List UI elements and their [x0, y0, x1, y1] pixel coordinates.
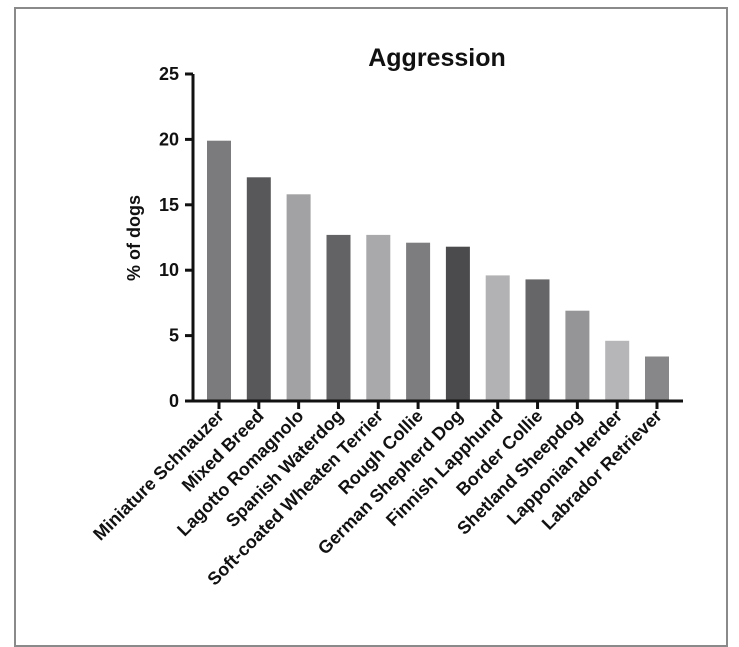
bar-border-collie: [525, 279, 550, 401]
y-ticks-group: 0 5 10 15 20 25: [159, 64, 193, 411]
bar-lagotto-romagnolo: [286, 194, 311, 401]
bar-lapponian-herder: [605, 340, 630, 401]
y-tick-label: 20: [159, 129, 179, 149]
y-tick-label: 5: [169, 326, 179, 346]
y-axis-label: % of dogs: [124, 195, 144, 281]
bar-finnish-lapphund: [485, 275, 510, 401]
bar-rough-collie: [406, 242, 431, 401]
bar-german-shepherd-dog: [445, 246, 470, 401]
bar-spanish-waterdog: [326, 234, 351, 401]
y-tick-label: 10: [159, 260, 179, 280]
bar-mixed-breed: [246, 177, 271, 401]
bar-soft-coated-wheaten-terrier: [366, 234, 391, 401]
bar-shetland-sheepdog: [565, 310, 590, 401]
bar-miniature-schnauzer: [207, 140, 231, 401]
chart-title: Aggression: [368, 44, 506, 72]
bars-group: [207, 140, 669, 401]
bar-labrador-retriever: [645, 356, 669, 401]
y-tick-label: 0: [169, 391, 179, 411]
y-tick-label: 15: [159, 195, 179, 215]
y-tick-label: 25: [159, 64, 179, 84]
